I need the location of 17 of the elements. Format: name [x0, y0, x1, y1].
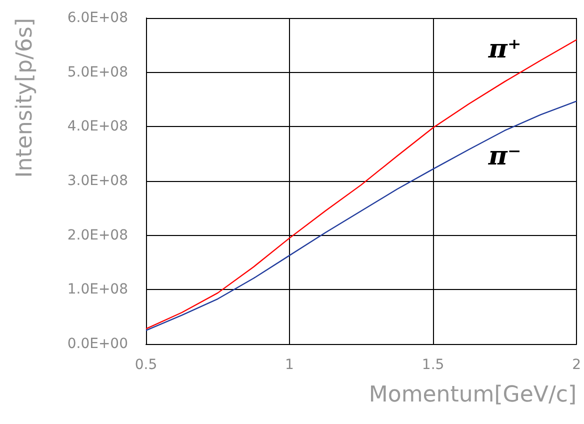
x-tick-label: 1: [285, 357, 294, 373]
y-tick-label: 3.0E+08: [67, 173, 128, 189]
y-axis-title: Intensity[p/6s]: [12, 18, 38, 178]
y-tick-label: 5.0E+08: [67, 64, 128, 80]
line-series: [145, 100, 578, 332]
x-axis-title: Momentum[GeV/c]: [368, 382, 577, 408]
y-tick-label: 2.0E+08: [67, 227, 128, 244]
x-tick-label: 0.5: [134, 357, 158, 373]
line-series: [145, 39, 578, 330]
x-tick-label: 1.5: [422, 357, 444, 373]
series-label: π⁺: [487, 34, 522, 65]
y-tick-label: 6.0E+08: [67, 10, 128, 26]
y-tick-label: 1.0E+08: [67, 282, 128, 298]
x-tick-label: 2: [572, 357, 582, 373]
series-label: π⁻: [487, 141, 522, 172]
y-tick-label: 0.0E+00: [67, 336, 128, 352]
y-tick-label: 4.0E+08: [67, 118, 128, 135]
